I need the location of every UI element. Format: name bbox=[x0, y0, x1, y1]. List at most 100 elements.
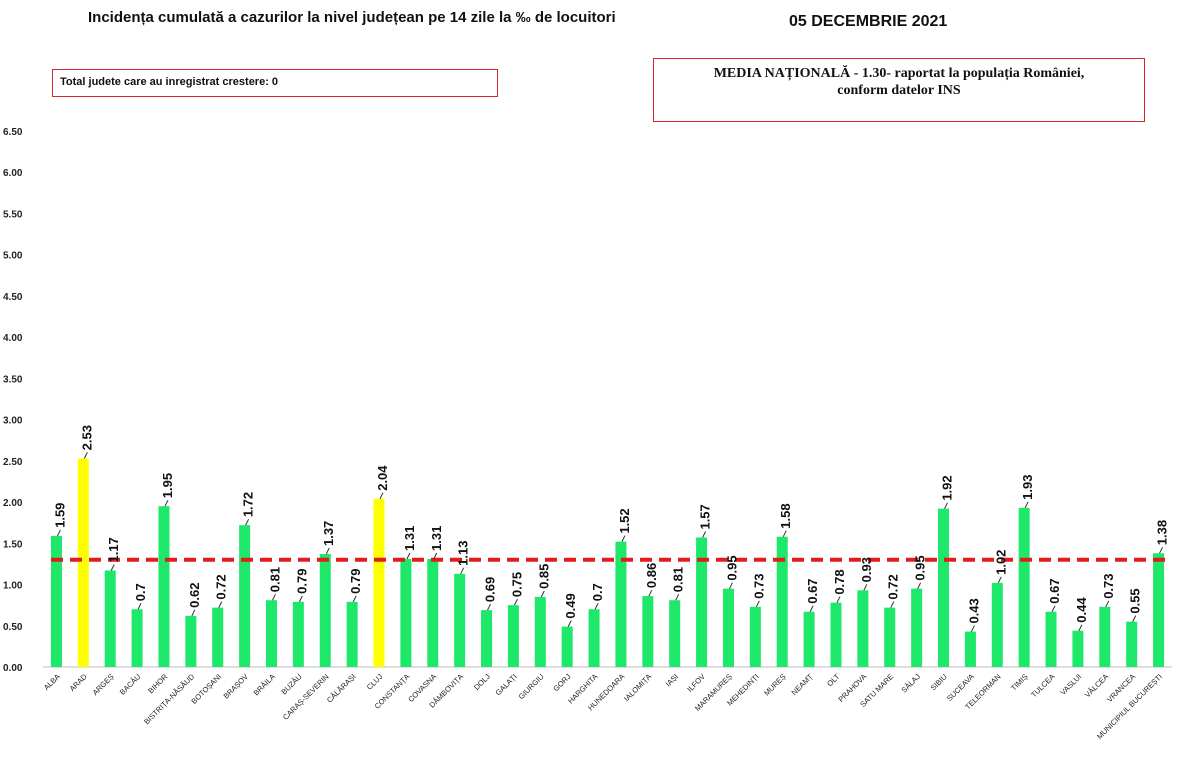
bar bbox=[857, 590, 869, 667]
data-label-leader bbox=[433, 552, 438, 560]
bar bbox=[1126, 621, 1138, 667]
data-label: 1.52 bbox=[617, 508, 632, 533]
data-label: 2.53 bbox=[79, 425, 94, 450]
data-label-leader bbox=[298, 595, 303, 603]
data-label: 0.73 bbox=[1101, 573, 1116, 598]
y-tick-label: 3.00 bbox=[3, 416, 23, 427]
data-label: 1.92 bbox=[940, 475, 955, 500]
y-tick-label: 4.50 bbox=[3, 292, 23, 303]
bar bbox=[400, 558, 412, 667]
data-label: 1.58 bbox=[778, 503, 793, 528]
data-label: 0.72 bbox=[886, 574, 901, 599]
category-label: SĂLAJ bbox=[899, 672, 922, 695]
data-label: 1.17 bbox=[106, 537, 121, 562]
bar bbox=[938, 508, 950, 667]
category-label: IAȘI bbox=[664, 672, 680, 688]
y-tick-label: 4.00 bbox=[3, 333, 23, 344]
category-label: CLUJ bbox=[365, 672, 385, 692]
data-label-leader bbox=[83, 452, 88, 459]
category-label: MUREȘ bbox=[762, 672, 788, 698]
data-label-leader bbox=[1132, 615, 1137, 622]
bar bbox=[1018, 507, 1030, 667]
bar bbox=[911, 588, 923, 667]
bar bbox=[830, 602, 842, 667]
bar bbox=[1153, 553, 1165, 667]
bar bbox=[185, 615, 197, 667]
data-label-leader bbox=[379, 492, 384, 500]
y-tick-label: 1.00 bbox=[3, 581, 23, 592]
category-label: DOLJ bbox=[472, 672, 492, 692]
category-label: ARGEȘ bbox=[91, 672, 116, 697]
data-label: 0.81 bbox=[267, 567, 282, 592]
category-label: ALBA bbox=[42, 672, 62, 692]
data-label: 0.69 bbox=[483, 577, 498, 602]
data-label: 1.59 bbox=[52, 503, 67, 528]
data-label: 0.81 bbox=[671, 567, 686, 592]
bar bbox=[561, 626, 573, 667]
data-label: 1.31 bbox=[429, 526, 444, 551]
bar bbox=[454, 573, 466, 667]
bar bbox=[696, 537, 708, 667]
y-tick-label: 1.50 bbox=[3, 539, 23, 550]
data-label-leader bbox=[675, 593, 680, 601]
data-label-leader bbox=[970, 625, 975, 632]
national-average-box: MEDIA NAȚIONALĂ - 1.30- raportat la popu… bbox=[653, 58, 1145, 122]
data-label-leader bbox=[594, 603, 599, 610]
data-label-leader bbox=[567, 620, 572, 627]
data-label: 0.79 bbox=[348, 569, 363, 594]
data-label: 1.37 bbox=[321, 521, 336, 546]
data-label-leader bbox=[513, 598, 518, 606]
data-label-leader bbox=[917, 582, 922, 589]
data-label: 0.79 bbox=[294, 569, 309, 594]
data-label-leader bbox=[836, 596, 841, 603]
data-label: 0.67 bbox=[805, 578, 820, 603]
category-label: SIBIU bbox=[929, 672, 949, 692]
bar bbox=[964, 631, 976, 667]
category-label: IALOMIȚA bbox=[622, 672, 653, 703]
bar bbox=[212, 607, 224, 667]
data-label-leader bbox=[164, 499, 169, 507]
data-label: 0.93 bbox=[859, 557, 874, 582]
report-date: 05 DECEMBRIE 2021 bbox=[789, 13, 948, 30]
bar bbox=[427, 558, 439, 667]
category-label: GIURGIU bbox=[517, 672, 546, 701]
bar bbox=[991, 582, 1003, 667]
category-label: TIMIȘ bbox=[1009, 672, 1030, 693]
data-label-leader bbox=[782, 530, 787, 537]
y-tick-label: 3.50 bbox=[3, 374, 23, 385]
data-label-leader bbox=[191, 609, 196, 617]
data-label-leader bbox=[648, 589, 653, 597]
data-label-leader bbox=[487, 603, 491, 611]
bar bbox=[481, 610, 493, 667]
category-label: CĂLĂRAȘI bbox=[325, 672, 358, 705]
chart-title: Incidența cumulată a cazurilor la nivel … bbox=[88, 9, 616, 26]
bar bbox=[239, 525, 251, 667]
data-label: 0.55 bbox=[1128, 588, 1143, 613]
data-label-leader bbox=[944, 502, 948, 509]
data-label-leader bbox=[997, 576, 1002, 584]
data-label-leader bbox=[406, 552, 411, 560]
data-label-leader bbox=[540, 590, 545, 598]
y-tick-label: 5.00 bbox=[3, 251, 23, 262]
data-label-leader bbox=[460, 567, 465, 575]
bar bbox=[588, 609, 600, 667]
data-label: 2.04 bbox=[375, 465, 390, 491]
data-label: 0.7 bbox=[590, 583, 605, 601]
data-label-leader bbox=[621, 535, 626, 542]
data-label: 1.57 bbox=[698, 504, 713, 529]
data-label: 0.43 bbox=[966, 598, 981, 623]
category-label: VÂLCEA bbox=[1083, 672, 1110, 699]
data-label: 1.38 bbox=[1155, 520, 1170, 545]
bar bbox=[373, 498, 385, 667]
category-label: BRĂILA bbox=[252, 672, 277, 697]
y-tick-label: 0.50 bbox=[3, 622, 23, 633]
data-label-leader bbox=[755, 600, 760, 608]
category-label: NEAMȚ bbox=[790, 672, 815, 697]
data-label: 0.95 bbox=[724, 555, 739, 580]
category-label: GALAȚI bbox=[494, 672, 519, 697]
data-label-leader bbox=[1159, 546, 1164, 554]
data-label-leader bbox=[325, 547, 330, 555]
y-tick-label: 6.50 bbox=[3, 127, 23, 138]
bar bbox=[1045, 611, 1057, 667]
